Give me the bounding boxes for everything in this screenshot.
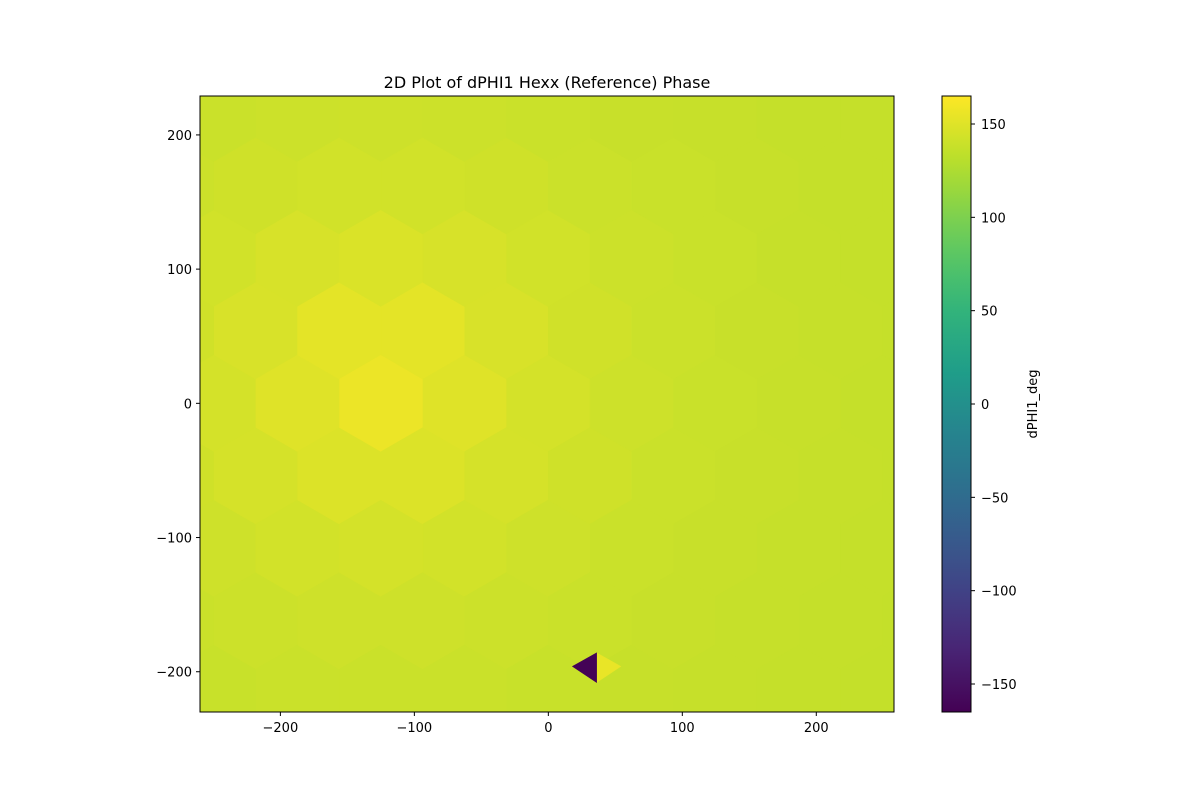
hex-cell [590,790,674,800]
hex-cell [1008,355,1092,452]
colorbar-tick-label: −100 [981,585,1017,600]
hex-cell [423,790,507,800]
hex-cell [423,0,507,17]
hex-cell [674,0,758,17]
hex-cell [507,790,590,800]
x-tick-label: −200 [263,721,299,736]
hex-cell [799,0,883,89]
anomaly-cell [571,652,597,684]
hex-cell [674,790,758,800]
chart-title: 2D Plot of dPHI1 Hexx (Reference) Phase [384,73,711,92]
colorbar-tick-label: 100 [981,211,1006,226]
colorbar-gradient [942,96,971,712]
hex-cell [5,355,89,452]
hex-cell [548,717,632,800]
hex-cell [882,589,894,652]
y-tick-label: 100 [167,263,192,278]
x-axis: −200 −100 0 100 200 [263,712,829,736]
hex-cell [757,0,841,17]
hex-cell [507,0,590,17]
hex-cell [298,0,382,89]
hex-cell [47,428,131,525]
hex-cell [89,355,172,452]
hex-cell [214,0,298,89]
hex-cell [465,717,549,800]
hex-cell [340,790,424,800]
hex-cell [256,0,340,17]
x-tick-label: 200 [804,721,829,736]
hex-cell [89,210,172,307]
y-tick-label: 200 [167,129,192,144]
x-tick-label: 100 [670,721,695,736]
hex-cell [47,283,131,380]
hex-cell [590,0,674,17]
y-axis: −200 −100 0 100 200 [156,129,200,681]
hex-cell [340,0,424,17]
hex-cell [715,717,799,800]
colorbar-tick-label: 50 [981,305,998,320]
hex-cell [882,299,894,363]
y-tick-label: −200 [156,666,192,681]
colorbar-tick-label: 150 [981,118,1006,133]
hex-cell [840,96,894,163]
x-tick-label: 0 [544,721,552,736]
colorbar-tick-label: −150 [981,678,1017,693]
anomaly-cells [571,652,622,684]
colorbar-label: dPHI1_deg [1026,370,1041,439]
y-tick-label: −100 [156,532,192,547]
y-tick-label: 0 [184,397,192,412]
hex-cell [256,790,340,800]
colorbar-tick-label: −50 [981,491,1008,506]
hex-cell [882,154,894,218]
hexbin-cells [5,0,1092,800]
hex-cell [757,790,841,800]
colorbar-tick-label: 0 [981,398,989,413]
colorbar-ticks: −150 −100 −50 0 50 100 150 [971,118,1017,693]
colorbar: −150 −100 −50 0 50 100 150 dPHI1_deg [941,95,1041,713]
hex-cell [298,717,382,800]
hex-cell [882,444,894,507]
hex-cell [966,428,1050,525]
plot-frame [199,95,895,713]
hex-cell [89,500,172,597]
hex-cell [966,283,1050,380]
hex-cell [715,0,799,89]
x-tick-label: −100 [397,721,433,736]
